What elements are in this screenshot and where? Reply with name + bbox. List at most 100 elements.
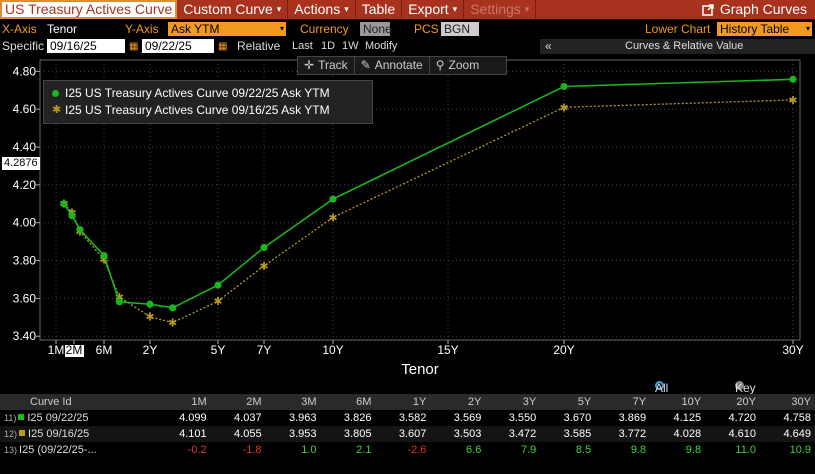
- data-point-star: ✱: [259, 260, 268, 273]
- data-point: [789, 75, 797, 83]
- column-header-1m[interactable]: 1M: [155, 394, 211, 410]
- lower-chart-label: Lower Chart: [645, 22, 711, 36]
- data-point-star: ✱: [788, 94, 797, 107]
- date2-input[interactable]: 09/22/25: [142, 39, 214, 53]
- x-tick-label: 2Y: [143, 343, 158, 357]
- curve-id-cell[interactable]: 12) I25 09/16/25: [0, 426, 156, 442]
- x-tick-label: 7Y: [257, 343, 272, 357]
- column-header-curve-id[interactable]: Curve Id: [0, 394, 156, 410]
- value-cell: 3.869: [618, 412, 647, 424]
- modify-button[interactable]: Modify: [365, 40, 398, 52]
- column-header-5y[interactable]: 5Y: [540, 394, 596, 410]
- calendar-icon[interactable]: ▦: [218, 41, 228, 52]
- menu-label: Table: [361, 1, 396, 17]
- table-row[interactable]: 13) I25 (09/22/25-... -0.2 -1.8 1.0 2.1 -2.6 6.…: [0, 442, 815, 458]
- window-title[interactable]: US Treasury Actives Curve: [0, 0, 178, 19]
- legend-entry-0916[interactable]: ✱ I25 US Treasury Actives Curve 09/16/25 …: [52, 102, 364, 119]
- radio-selected-icon: [655, 381, 664, 390]
- star-icon: ✱: [52, 104, 62, 116]
- zoom-label: Zoom: [448, 58, 480, 72]
- x-tick-label: 15Y: [437, 343, 458, 357]
- value-cell: 3.550: [508, 412, 537, 424]
- x-tick-label: 6M: [96, 343, 113, 357]
- cursor-value-label: 4.2876: [2, 157, 40, 170]
- value-cell: 3.585: [540, 426, 596, 442]
- column-header-20y[interactable]: 20Y: [705, 394, 760, 410]
- calendar-icon[interactable]: ▦: [129, 41, 139, 52]
- legend-label: I25 US Treasury Actives Curve 09/22/25 A…: [65, 86, 330, 100]
- value-cell: -1.8: [242, 444, 262, 456]
- data-point: [68, 212, 76, 220]
- table-row[interactable]: 11) I25 09/22/25 4.099 4.037 3.963 3.826 3.582…: [0, 410, 815, 426]
- xaxis-value[interactable]: Tenor: [47, 22, 78, 36]
- legend-entry-0922[interactable]: I25 US Treasury Actives Curve 09/22/25 A…: [52, 85, 364, 102]
- value-cell: 4.101: [155, 426, 211, 442]
- currency-select[interactable]: None: [360, 22, 392, 36]
- option-1w[interactable]: 1W: [342, 40, 359, 52]
- series-color-icon: [18, 414, 25, 420]
- y-tick-label: 4.00: [13, 216, 37, 230]
- value-cell: -2.6: [407, 444, 427, 456]
- menu-settings: Settings ▾: [464, 0, 537, 19]
- table-header-row: Curve Id 1M 2M 3M 6M 1Y 2Y 3Y 5Y 7Y 10Y 20Y 30Y: [0, 394, 815, 410]
- value-cell: 4.125: [673, 412, 702, 424]
- value-cell: 4.758: [783, 412, 811, 424]
- value-cell: 2.1: [356, 444, 372, 456]
- data-point: [214, 281, 222, 289]
- menu-custom-curve[interactable]: Custom Curve ▾: [177, 0, 289, 19]
- column-header-30y[interactable]: 30Y: [760, 394, 815, 410]
- chevron-down-icon: ▾: [344, 4, 349, 14]
- lower-chart-select[interactable]: History Table ▾: [717, 22, 812, 36]
- menu-export[interactable]: Export ▾: [402, 0, 465, 19]
- annotate-button[interactable]: ✎ Annotate: [355, 57, 430, 74]
- value-cell: 3.670: [563, 412, 592, 424]
- yaxis-select[interactable]: Ask YTM ▾: [168, 22, 286, 36]
- data-point: [146, 300, 154, 308]
- column-header-3y[interactable]: 3Y: [485, 394, 541, 410]
- value-cell: 4.037: [234, 412, 262, 424]
- column-header-3m[interactable]: 3M: [265, 394, 321, 410]
- data-point-star: ✱: [559, 101, 568, 114]
- data-point-star: ✱: [328, 211, 337, 224]
- column-header-1y[interactable]: 1Y: [375, 394, 431, 410]
- value-cell: 4.028: [650, 426, 706, 442]
- data-point: [76, 226, 84, 234]
- popout-icon: [702, 3, 714, 16]
- x-tick-label: 20Y: [553, 343, 574, 357]
- legend-label: I25 US Treasury Actives Curve 09/16/25 A…: [65, 103, 330, 117]
- pcs-label: PCS: [414, 22, 439, 36]
- x-tick-label: 2M: [66, 343, 83, 357]
- menu-bar: US Treasury Actives Curve Custom Curve ▾ …: [0, 0, 815, 19]
- chart-toolbar: ✛ Track ✎ Annotate ⚲ Zoom: [297, 56, 507, 75]
- column-header-6m[interactable]: 6M: [320, 394, 376, 410]
- value-cell: 3.569: [453, 412, 482, 424]
- option-1d[interactable]: 1D: [321, 40, 336, 52]
- chevron-down-icon: ▾: [805, 24, 810, 33]
- value-cell: 4.099: [179, 412, 207, 424]
- menu-table[interactable]: Table: [356, 0, 403, 19]
- data-point-star: ✱: [99, 254, 108, 267]
- date1-input[interactable]: 09/16/25: [47, 39, 125, 53]
- zoom-button[interactable]: ⚲ Zoom: [430, 57, 485, 74]
- data-point-star: ✱: [168, 317, 177, 330]
- pcs-field[interactable]: BGN: [441, 22, 479, 36]
- menu-actions[interactable]: Actions ▾: [288, 0, 356, 19]
- data-point-star: ✱: [213, 295, 222, 308]
- curve-id-cell[interactable]: 11) I25 09/22/25: [0, 410, 156, 426]
- collapse-icon[interactable]: «: [545, 39, 552, 53]
- chart-legend: I25 US Treasury Actives Curve 09/22/25 A…: [43, 80, 373, 124]
- table-row[interactable]: 12) I25 09/16/25 4.101 4.055 3.953 3.805 3.607…: [0, 426, 815, 442]
- column-header-7y[interactable]: 7Y: [595, 394, 651, 410]
- data-point: [60, 200, 68, 208]
- chevron-down-icon: ▾: [279, 24, 284, 33]
- graph-curves-button[interactable]: Graph Curves: [702, 0, 815, 19]
- yield-curve-chart[interactable]: 4.80 4.60 4.40 4.20 4.00 3.80 3.60 3.40 1M 2M 6M 2Y…: [0, 56, 815, 386]
- track-button[interactable]: ✛ Track: [298, 57, 355, 74]
- column-header-2y[interactable]: 2Y: [430, 394, 486, 410]
- value-cell: 3.772: [595, 426, 651, 442]
- column-header-10y[interactable]: 10Y: [650, 394, 706, 410]
- data-point: [260, 243, 268, 252]
- data-point-star: ✱: [115, 291, 124, 304]
- column-header-2m[interactable]: 2M: [210, 394, 266, 410]
- curve-id-cell[interactable]: 13) I25 (09/22/25-...: [0, 442, 156, 458]
